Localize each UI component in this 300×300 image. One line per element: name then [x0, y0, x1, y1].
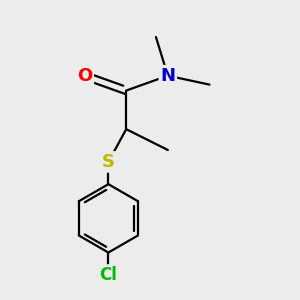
Text: Cl: Cl — [100, 266, 117, 284]
Text: S: S — [102, 153, 115, 171]
Text: N: N — [160, 67, 175, 85]
Text: O: O — [77, 67, 92, 85]
